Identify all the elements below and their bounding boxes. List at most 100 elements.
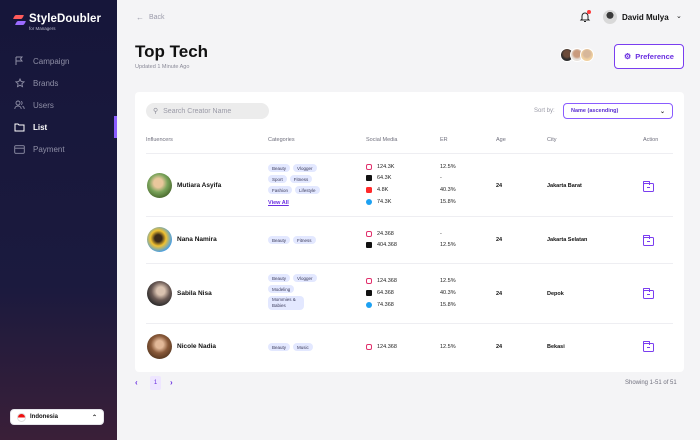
- bell-icon[interactable]: [579, 11, 591, 23]
- twitter-icon: [366, 199, 372, 205]
- header-social-media: Social Media: [366, 137, 398, 143]
- category-chips: Beauty Vlogger Sport Fitness Fashion Lif…: [268, 164, 328, 194]
- city-value: Depok: [547, 291, 564, 297]
- er-value: -: [440, 175, 442, 181]
- folder-action-icon[interactable]: [642, 235, 654, 246]
- gear-icon: ⚙: [624, 52, 632, 61]
- table-row: Sabila Nisa Beauty Vlogger Modeling Momm…: [135, 264, 684, 323]
- country-label: Indonesia: [30, 414, 59, 420]
- social-value: 124.3K: [377, 164, 395, 170]
- social-stat: 74.368: [366, 301, 394, 309]
- social-value: 4.8K: [377, 187, 389, 193]
- showing-count: Showing 1-51 of 51: [625, 380, 677, 386]
- social-stat: 74.3K: [366, 198, 391, 206]
- social-value: 64.3K: [377, 175, 392, 181]
- header-city: City: [547, 137, 557, 143]
- avatar: [147, 227, 172, 252]
- search-placeholder: Search Creator Name: [163, 107, 232, 115]
- back-link[interactable]: ← Back: [136, 13, 165, 22]
- divider: [146, 153, 673, 154]
- star-icon: [14, 78, 25, 89]
- back-label: Back: [149, 14, 165, 21]
- sort-select[interactable]: Name (ascending) ⌄: [563, 103, 673, 119]
- country-selector[interactable]: Indonesia ⌃: [10, 409, 104, 425]
- category-chip: Fitness: [289, 175, 313, 183]
- preference-button[interactable]: ⚙ Preference: [614, 44, 684, 69]
- folder-action-icon[interactable]: [642, 341, 654, 352]
- table-row: Nicole Nadia Beauty Music 124.368 12.5% …: [135, 324, 684, 370]
- er-value: 15.8%: [440, 199, 456, 205]
- category-chips: Beauty Music: [268, 343, 328, 351]
- search-input[interactable]: ⚲ Search Creator Name: [146, 103, 269, 119]
- er-value: 12.5%: [440, 278, 456, 284]
- sidebar: StyleDoubler for Managers Campaign Brand…: [0, 0, 117, 440]
- next-page-chevron-icon[interactable]: ›: [170, 378, 173, 387]
- user-avatar[interactable]: [603, 10, 617, 24]
- page-title: Top Tech: [135, 42, 209, 61]
- category-chip: Fitness: [293, 236, 316, 244]
- divider: [146, 216, 673, 217]
- view-all-link[interactable]: View All: [268, 200, 289, 206]
- influencer-name: Nana Namira: [177, 236, 217, 243]
- category-chip: Fashion: [268, 186, 293, 194]
- collaborator-avatars[interactable]: [560, 48, 594, 62]
- er-value: 12.5%: [440, 242, 456, 248]
- app-logo[interactable]: StyleDoubler for Managers: [14, 13, 101, 32]
- social-value: 124.368: [377, 278, 397, 284]
- instagram-icon: [366, 344, 372, 350]
- flag-icon: [14, 56, 25, 67]
- sidebar-item-users[interactable]: Users: [0, 94, 117, 116]
- city-value: Bekasi: [547, 344, 565, 350]
- sidebar-item-campaign[interactable]: Campaign: [0, 50, 117, 72]
- arrow-left-icon: ←: [136, 13, 144, 22]
- sidebar-item-brands[interactable]: Brands: [0, 72, 117, 94]
- age-value: 24: [496, 291, 503, 297]
- social-value: 124.368: [377, 344, 397, 350]
- social-stat: 24.368: [366, 230, 394, 238]
- logo-icon: [14, 15, 25, 26]
- sidebar-item-payment[interactable]: Payment: [0, 138, 117, 160]
- sidebar-item-label: List: [33, 122, 48, 132]
- chevron-down-icon[interactable]: ⌄: [676, 13, 682, 20]
- category-chip: Lifestyle: [295, 186, 320, 194]
- sidebar-item-label: Users: [33, 100, 54, 110]
- folder-action-icon[interactable]: [642, 181, 654, 192]
- category-chips: Beauty Fitness: [268, 236, 328, 244]
- avatar: [147, 173, 172, 198]
- page-number-button[interactable]: 1: [150, 376, 161, 390]
- header-action: Action: [643, 137, 659, 143]
- category-chip: Vlogger: [293, 164, 317, 172]
- influencer-name: Mutiara Asyifa: [177, 182, 222, 189]
- sidebar-item-label: Campaign: [33, 56, 70, 66]
- age-value: 24: [496, 183, 503, 189]
- er-value: 40.3%: [440, 187, 456, 193]
- header-influencers: Influencers: [146, 137, 173, 143]
- category-chip: Music: [293, 343, 313, 351]
- folder-action-icon[interactable]: [642, 288, 654, 299]
- youtube-icon: [366, 187, 372, 193]
- sidebar-item-list[interactable]: List: [0, 116, 117, 138]
- age-value: 24: [496, 237, 503, 243]
- folder-icon: [14, 122, 25, 133]
- social-stat: 4.8K: [366, 186, 388, 194]
- category-chip: Beauty: [268, 343, 291, 351]
- user-name[interactable]: David Mulya: [622, 13, 669, 22]
- preference-label: Preference: [635, 52, 674, 61]
- influencer-list-card: ⚲ Search Creator Name Sort by: Name (asc…: [135, 92, 684, 372]
- social-stat: 124.3K: [366, 163, 394, 171]
- users-icon: [14, 100, 25, 111]
- table-row: Mutiara Asyifa Beauty Vlogger Sport Fitn…: [135, 154, 684, 216]
- card-icon: [14, 144, 25, 155]
- sidebar-item-label: Brands: [33, 78, 59, 88]
- social-stat: 124.368: [366, 277, 397, 285]
- er-value: -: [440, 231, 442, 237]
- prev-page-chevron-icon[interactable]: ‹: [135, 378, 138, 387]
- avatar: [580, 48, 594, 62]
- notification-dot: [587, 10, 591, 14]
- sort-value: Name (ascending): [571, 108, 619, 114]
- social-value: 404.368: [377, 242, 397, 248]
- sort-label: Sort by:: [534, 108, 555, 114]
- header-categories: Categories: [268, 137, 295, 143]
- tiktok-icon: [366, 175, 372, 181]
- influencer-name: Nicole Nadia: [177, 343, 217, 350]
